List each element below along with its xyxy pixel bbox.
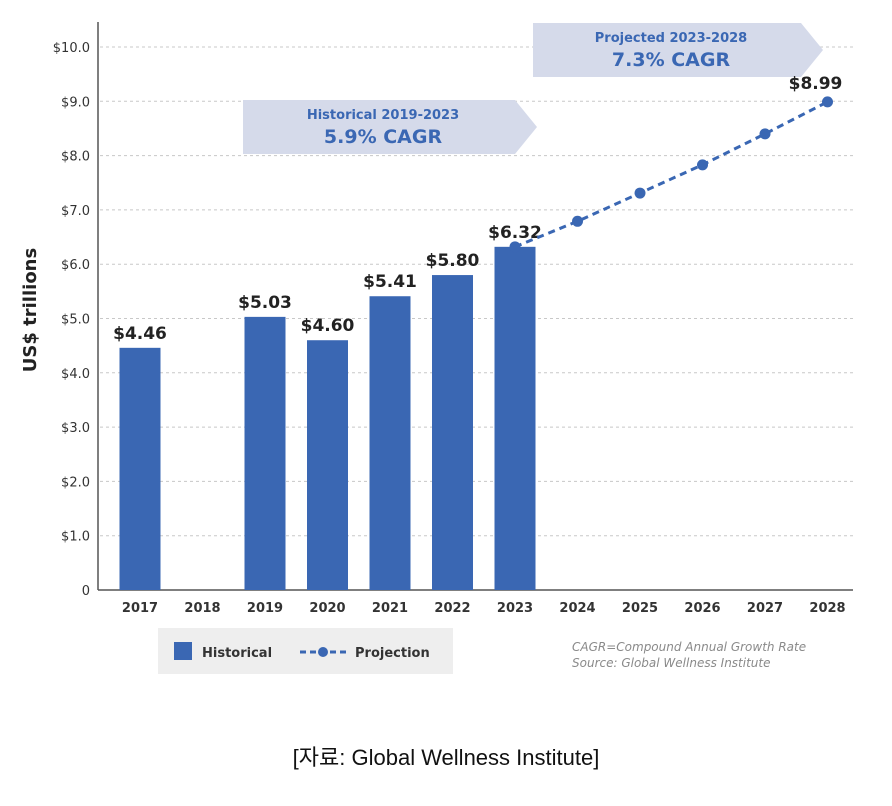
x-tick-label: 2022 bbox=[434, 601, 470, 616]
image-caption: [자료: Global Wellness Institute] bbox=[292, 745, 600, 770]
x-tick-label: 2018 bbox=[184, 601, 220, 616]
data-label: $4.60 bbox=[301, 316, 355, 336]
bar bbox=[494, 246, 536, 590]
chart: 0 $1.0 $2.0 $3.0 $4.0 $5.0 $6.0 $7.0 $8.0 $9.0 $10… bbox=[20, 22, 853, 674]
bar bbox=[432, 275, 473, 590]
x-tick-label: 2021 bbox=[372, 601, 408, 616]
x-tick-label: 2019 bbox=[247, 601, 283, 616]
x-tick-label: 2026 bbox=[684, 601, 720, 616]
y-tick-label: $4.0 bbox=[61, 367, 90, 382]
projection-point bbox=[697, 159, 708, 171]
source-note: Source: Global Wellness Institute bbox=[572, 656, 771, 670]
x-tick-label: 2028 bbox=[809, 601, 845, 616]
projection-point bbox=[572, 215, 583, 227]
data-label: $6.32 bbox=[488, 223, 542, 243]
x-tick-label: 2023 bbox=[497, 601, 533, 616]
y-tick-label: $1.0 bbox=[61, 530, 90, 545]
data-label: $8.99 bbox=[789, 74, 843, 94]
bar bbox=[119, 347, 161, 590]
legend-label: Projection bbox=[355, 646, 430, 661]
y-tick-label: $8.0 bbox=[61, 150, 90, 165]
cagr-banner bbox=[243, 100, 537, 154]
projection-point bbox=[822, 96, 833, 108]
projection-line bbox=[514, 100, 829, 249]
y-tick-label: $5.0 bbox=[61, 313, 90, 328]
y-tick-label: $7.0 bbox=[61, 204, 90, 219]
bar bbox=[369, 296, 411, 590]
data-label: $5.80 bbox=[426, 251, 480, 271]
y-tick-label: $2.0 bbox=[61, 475, 90, 490]
cagr-banner-title: Projected 2023-2028 bbox=[595, 31, 747, 46]
x-tick-label: 2024 bbox=[559, 601, 595, 616]
y-tick-label: $9.0 bbox=[61, 95, 90, 110]
legend-label: Historical bbox=[202, 646, 272, 661]
projection-point bbox=[509, 241, 521, 253]
cagr-banner-title: Historical 2019-2023 bbox=[307, 108, 459, 123]
cagr-banner-value: 5.9% CAGR bbox=[324, 126, 443, 148]
projection-point bbox=[634, 187, 646, 199]
y-axis-label: US$ trillions bbox=[20, 248, 41, 372]
legend-marker-projection bbox=[318, 647, 328, 657]
y-tick-label: 0 bbox=[82, 584, 90, 599]
x-tick-label: 2020 bbox=[309, 601, 345, 616]
y-tick-label: $6.0 bbox=[61, 258, 90, 273]
cagr-banner-value: 7.3% CAGR bbox=[612, 49, 731, 71]
data-label: $5.41 bbox=[363, 272, 417, 292]
projection-point bbox=[759, 128, 771, 140]
y-tick-label: $3.0 bbox=[61, 421, 90, 436]
x-tick-label: 2027 bbox=[747, 601, 783, 616]
data-label: $4.46 bbox=[113, 324, 167, 344]
bar bbox=[307, 340, 348, 590]
cagr-note: CAGR=Compound Annual Growth Rate bbox=[572, 640, 806, 654]
data-label: $5.03 bbox=[238, 293, 292, 313]
cagr-banner bbox=[533, 23, 823, 77]
x-tick-label: 2025 bbox=[622, 601, 658, 616]
x-tick-label: 2017 bbox=[122, 601, 158, 616]
bar bbox=[244, 316, 286, 590]
legend-swatch-historical bbox=[174, 642, 192, 660]
y-tick-label: $10.0 bbox=[53, 41, 90, 56]
